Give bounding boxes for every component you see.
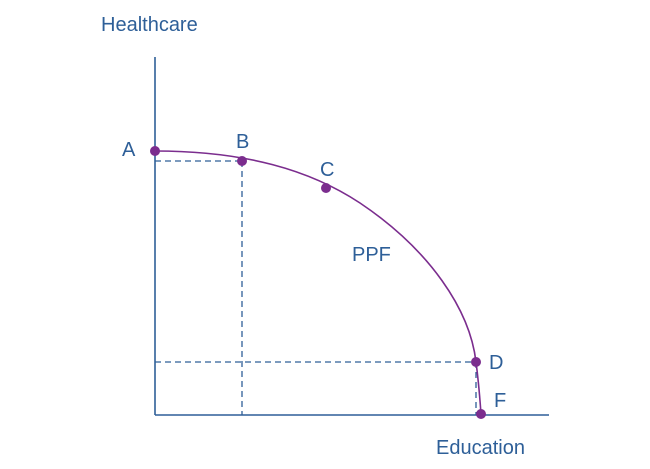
point-b-label: B — [236, 131, 249, 153]
point-c — [321, 183, 331, 193]
point-a — [150, 146, 160, 156]
point-d-label: D — [489, 352, 503, 374]
point-c-label: C — [320, 159, 334, 181]
y-axis-label: Healthcare — [101, 14, 198, 36]
x-axis-label: Education — [436, 437, 525, 459]
ppf-curve — [154, 150, 482, 415]
point-d — [471, 357, 481, 367]
point-b — [237, 156, 247, 166]
point-f-label: F — [494, 390, 506, 412]
point-a-label: A — [122, 139, 136, 161]
point-f — [476, 409, 486, 419]
ppf-label: PPF — [352, 244, 391, 266]
